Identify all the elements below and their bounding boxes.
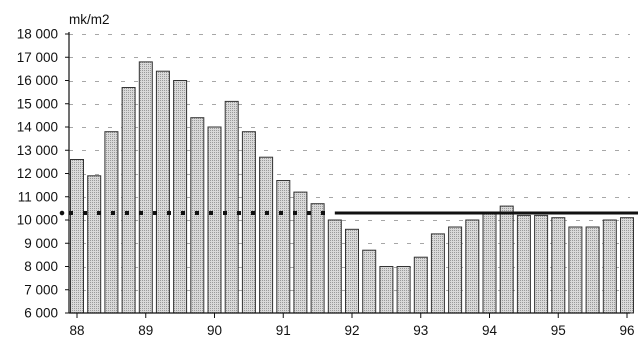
x-tick-label: 95 [551, 323, 566, 338]
y-tick-label: 15 000 [17, 96, 58, 111]
bar [345, 228, 359, 314]
y-tick-labels: 6 000 7 000 8 000 9 000 10 000 11 000 12 000 13… [17, 27, 58, 321]
bar [585, 226, 600, 314]
y-tick-label: 10 000 [17, 213, 58, 228]
x-tick-label: 88 [69, 323, 84, 338]
bar [310, 203, 325, 314]
bar [413, 256, 428, 314]
bar [241, 131, 256, 314]
y-tick-label: 8 000 [24, 259, 58, 274]
bar [482, 212, 497, 314]
x-tick-labels: 88 89 90 91 92 93 94 95 96 [69, 323, 634, 338]
bar [568, 226, 583, 314]
bar [87, 175, 102, 314]
bar [138, 61, 153, 314]
axes [65, 32, 630, 318]
bar [430, 233, 445, 314]
bar [465, 219, 480, 314]
reference-line [59, 210, 638, 216]
x-tick-label: 93 [413, 323, 428, 338]
x-tick-label: 91 [276, 323, 291, 338]
bar [534, 214, 549, 314]
bars [70, 61, 634, 314]
x-tick-label: 94 [482, 323, 498, 338]
y-axis-unit-label: mk/m2 [69, 12, 110, 27]
bar [104, 131, 119, 314]
bar [70, 159, 84, 314]
y-tick-label: 12 000 [17, 166, 58, 181]
y-tick-label: 9 000 [24, 236, 58, 251]
x-tick-label: 89 [138, 323, 153, 338]
bar [362, 249, 377, 314]
bar [551, 217, 566, 314]
y-tick-label: 11 000 [18, 189, 58, 204]
bar [207, 126, 222, 314]
y-tick-label: 13 000 [17, 143, 58, 158]
bar [602, 219, 617, 314]
bar [190, 117, 205, 314]
y-tick-label: 14 000 [17, 120, 58, 135]
bar [155, 70, 170, 314]
bar [121, 87, 136, 314]
bar [448, 226, 463, 314]
x-tick-label: 92 [344, 323, 359, 338]
bar [276, 180, 291, 314]
reference-line-marker [59, 210, 65, 216]
y-tick-label: 6 000 [24, 306, 58, 321]
bar [499, 205, 514, 314]
y-tick-label: 18 000 [17, 27, 58, 42]
bar [516, 214, 531, 314]
x-tick-label: 90 [207, 323, 222, 338]
bar [620, 217, 634, 314]
y-tick-label: 17 000 [17, 50, 58, 65]
y-tick-label: 16 000 [17, 73, 58, 88]
bar [293, 191, 308, 314]
bar [173, 80, 188, 314]
bar [327, 219, 342, 314]
bar [224, 100, 239, 314]
x-tick-label: 96 [619, 323, 634, 338]
bar [259, 156, 274, 314]
bar [396, 266, 411, 314]
bar [379, 266, 394, 314]
y-tick-label: 7 000 [24, 282, 58, 297]
